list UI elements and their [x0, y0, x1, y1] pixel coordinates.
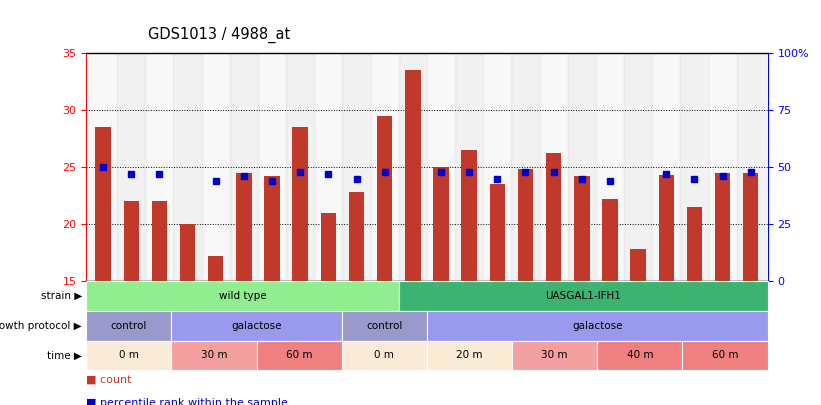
- Bar: [89, 53, 117, 281]
- Bar: [743, 173, 759, 281]
- Bar: [173, 53, 202, 281]
- Bar: [682, 341, 768, 370]
- Bar: [172, 341, 256, 370]
- Text: control: control: [111, 321, 147, 331]
- Text: 0 m: 0 m: [119, 350, 139, 360]
- Bar: [686, 207, 702, 281]
- Bar: [433, 167, 449, 281]
- Bar: [539, 53, 567, 281]
- Text: control: control: [366, 321, 402, 331]
- Bar: [236, 173, 251, 281]
- Bar: [574, 176, 589, 281]
- Bar: [208, 256, 223, 281]
- Bar: [86, 281, 398, 311]
- Bar: [598, 341, 682, 370]
- Bar: [117, 53, 145, 281]
- Text: 40 m: 40 m: [626, 350, 654, 360]
- Bar: [603, 199, 617, 281]
- Bar: [461, 150, 477, 281]
- Bar: [314, 53, 342, 281]
- Bar: [180, 224, 195, 281]
- Text: wild type: wild type: [218, 291, 266, 301]
- Bar: [377, 115, 392, 281]
- Bar: [287, 53, 314, 281]
- Bar: [489, 184, 505, 281]
- Text: 20 m: 20 m: [456, 350, 483, 360]
- Bar: [596, 53, 624, 281]
- Text: galactose: galactose: [572, 321, 622, 331]
- Bar: [427, 53, 455, 281]
- Bar: [370, 53, 399, 281]
- Bar: [658, 175, 674, 281]
- Text: 0 m: 0 m: [374, 350, 394, 360]
- Text: ■ count: ■ count: [86, 374, 131, 384]
- Bar: [230, 53, 258, 281]
- Bar: [349, 192, 365, 281]
- Bar: [736, 53, 765, 281]
- Text: 30 m: 30 m: [541, 350, 568, 360]
- Bar: [652, 53, 681, 281]
- Bar: [292, 127, 308, 281]
- Bar: [202, 53, 230, 281]
- Text: UASGAL1-IFH1: UASGAL1-IFH1: [545, 291, 621, 301]
- Text: ■ percentile rank within the sample: ■ percentile rank within the sample: [86, 398, 288, 405]
- Bar: [399, 53, 427, 281]
- Bar: [427, 311, 768, 341]
- Text: 30 m: 30 m: [200, 350, 227, 360]
- Bar: [152, 201, 167, 281]
- Text: galactose: galactose: [232, 321, 282, 331]
- Text: 60 m: 60 m: [286, 350, 313, 360]
- Bar: [342, 53, 370, 281]
- Bar: [511, 53, 539, 281]
- Bar: [546, 153, 562, 281]
- Bar: [256, 341, 342, 370]
- Bar: [86, 341, 172, 370]
- Bar: [342, 341, 427, 370]
- Bar: [321, 213, 336, 281]
- Bar: [405, 70, 420, 281]
- Text: time ▶: time ▶: [48, 350, 82, 360]
- Bar: [258, 53, 287, 281]
- Bar: [123, 201, 139, 281]
- Bar: [264, 176, 280, 281]
- Text: growth protocol ▶: growth protocol ▶: [0, 321, 82, 331]
- Bar: [484, 53, 511, 281]
- Bar: [631, 249, 646, 281]
- Bar: [518, 169, 533, 281]
- Text: 60 m: 60 m: [712, 350, 738, 360]
- Bar: [342, 311, 427, 341]
- Bar: [709, 53, 736, 281]
- Text: strain ▶: strain ▶: [41, 291, 82, 301]
- Bar: [172, 311, 342, 341]
- Bar: [427, 341, 512, 370]
- Bar: [715, 173, 731, 281]
- Bar: [95, 127, 111, 281]
- Bar: [86, 311, 172, 341]
- Bar: [455, 53, 484, 281]
- Bar: [624, 53, 652, 281]
- Bar: [567, 53, 596, 281]
- Bar: [145, 53, 173, 281]
- Text: GDS1013 / 4988_at: GDS1013 / 4988_at: [148, 26, 290, 43]
- Bar: [398, 281, 768, 311]
- Bar: [681, 53, 709, 281]
- Bar: [512, 341, 598, 370]
